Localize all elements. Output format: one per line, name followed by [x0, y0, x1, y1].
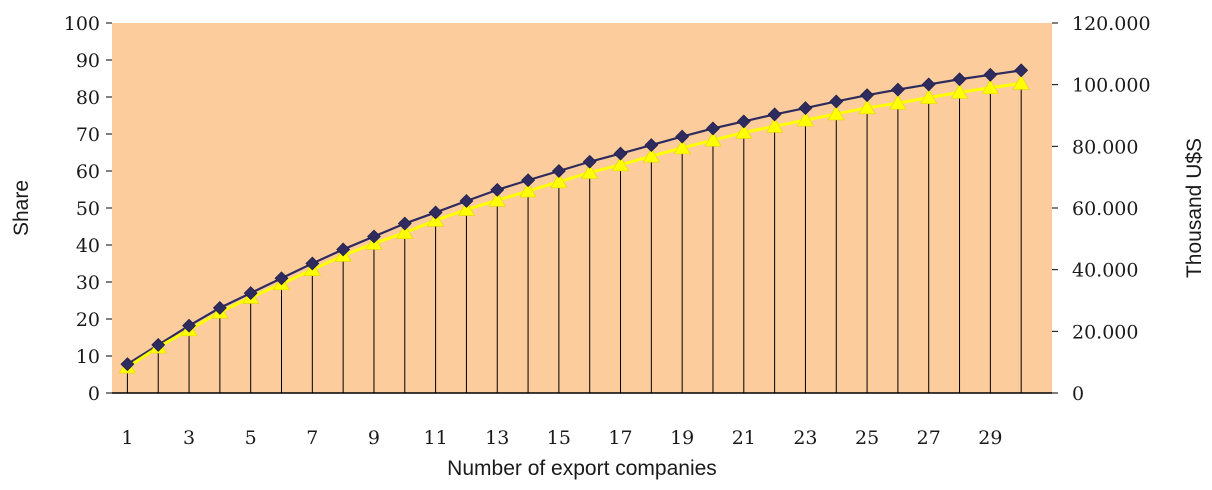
- x-tick-label: 15: [547, 427, 571, 449]
- diamond-marker: [551, 164, 566, 178]
- y2-tick-label: 20.000: [1072, 321, 1138, 343]
- x-tick-label: 3: [183, 427, 195, 449]
- x-tick-label: 1: [121, 427, 133, 449]
- drop-lines: [126, 70, 1022, 393]
- plot-area: [112, 23, 1052, 393]
- y-tick-label: 100: [64, 13, 100, 35]
- triangle-marker: [858, 99, 876, 115]
- y-tick-label: 90: [76, 50, 100, 72]
- diamond-marker: [767, 107, 782, 122]
- triangle-marker: [766, 117, 784, 133]
- diamond-marker: [274, 271, 289, 286]
- diamond-marker: [798, 101, 813, 116]
- x-axis-ticks: 1 3 5 7 9 11 13 15 17 19 21 23 25 27 29: [121, 427, 1002, 449]
- y-tick-label: 70: [76, 124, 100, 146]
- triangle-marker: [519, 182, 537, 198]
- x-tick-label: 5: [245, 427, 257, 449]
- diamond-marker: [367, 229, 381, 244]
- y2-axis-title: Thousand U$S: [1183, 138, 1206, 278]
- x-tick-label: 25: [855, 427, 879, 449]
- triangle-marker: [704, 131, 722, 147]
- triangle-marker: [457, 200, 475, 216]
- x-tick-label: 27: [917, 427, 941, 449]
- x-tick-label: 11: [424, 427, 448, 449]
- x-tick-label: 23: [793, 427, 817, 449]
- y-axis-ticks: 0 10 20 30 40 50 60 70 80 90 100: [64, 13, 112, 405]
- triangle-marker: [920, 89, 938, 104]
- diamond-marker: [860, 88, 875, 103]
- triangle-marker: [396, 224, 414, 239]
- x-tick-label: 29: [978, 427, 1002, 449]
- diamond-marker: [212, 300, 227, 315]
- diamond-marker: [182, 318, 196, 333]
- x-tick-label: 13: [485, 427, 509, 449]
- diamond-marker: [921, 77, 936, 92]
- triangle-marker: [642, 147, 660, 163]
- triangle-marker: [796, 111, 814, 127]
- diamond-marker: [243, 286, 258, 301]
- y-tick-label: 20: [76, 309, 100, 331]
- y-tick-label: 10: [76, 346, 100, 368]
- triangle-marker: [550, 173, 568, 189]
- diamond-marker: [675, 129, 690, 144]
- triangle-marker: [581, 163, 599, 179]
- diamond-marker: [952, 72, 967, 87]
- y2-axis-ticks: 0 20.000 40.000 60.000 80.000 100.000 120.000: [1052, 13, 1151, 405]
- triangle-marker: [981, 79, 999, 95]
- triangle-marker: [488, 191, 506, 207]
- diamond-marker: [736, 114, 751, 129]
- triangle-marker: [673, 139, 691, 155]
- y2-tick-label: 80.000: [1072, 136, 1138, 158]
- y-tick-label: 60: [76, 161, 100, 183]
- triangle-marker: [735, 123, 753, 139]
- diamond-marker: [613, 146, 628, 161]
- diamond-marker: [490, 182, 505, 197]
- triangle-marker: [889, 94, 907, 110]
- triangle-marker: [951, 83, 969, 99]
- y2-tick-label: 0: [1072, 383, 1084, 405]
- triangle-marker: [612, 156, 630, 172]
- y2-tick-label: 120.000: [1072, 13, 1151, 35]
- triangle-marker: [827, 105, 845, 121]
- diamond-marker: [644, 138, 659, 153]
- diamond-marker: [151, 337, 166, 352]
- y-tick-label: 40: [76, 235, 100, 257]
- diamond-marker: [706, 121, 720, 136]
- y2-tick-label: 40.000: [1072, 260, 1138, 282]
- diamond-marker: [521, 173, 535, 188]
- diamond-marker: [120, 357, 135, 372]
- y-axis-title: Share: [10, 180, 33, 236]
- diamond-marker: [336, 242, 351, 257]
- y-tick-label: 0: [88, 383, 100, 405]
- diamond-marker: [459, 194, 474, 208]
- diamond-marker: [1014, 63, 1029, 78]
- y2-tick-label: 100.000: [1072, 75, 1151, 97]
- x-tick-label: 21: [732, 427, 756, 449]
- x-tick-label: 9: [368, 427, 380, 449]
- markers: [118, 63, 1030, 374]
- diamond-marker: [305, 256, 320, 271]
- diamond-marker: [983, 67, 998, 82]
- x-tick-label: 7: [306, 427, 318, 449]
- y2-tick-label: 60.000: [1072, 198, 1138, 220]
- x-axis-title: Number of export companies: [447, 457, 717, 480]
- triangle-marker: [1012, 74, 1030, 90]
- diamond-marker: [829, 94, 844, 109]
- x-tick-label: 19: [670, 427, 694, 449]
- y-tick-label: 30: [76, 272, 100, 294]
- diamond-marker: [582, 154, 597, 169]
- x-tick-label: 17: [608, 427, 632, 449]
- y-tick-label: 80: [76, 87, 100, 109]
- y-tick-label: 50: [76, 198, 100, 220]
- diamond-marker: [397, 216, 412, 231]
- diamond-marker: [428, 205, 443, 220]
- diamond-marker: [890, 82, 905, 97]
